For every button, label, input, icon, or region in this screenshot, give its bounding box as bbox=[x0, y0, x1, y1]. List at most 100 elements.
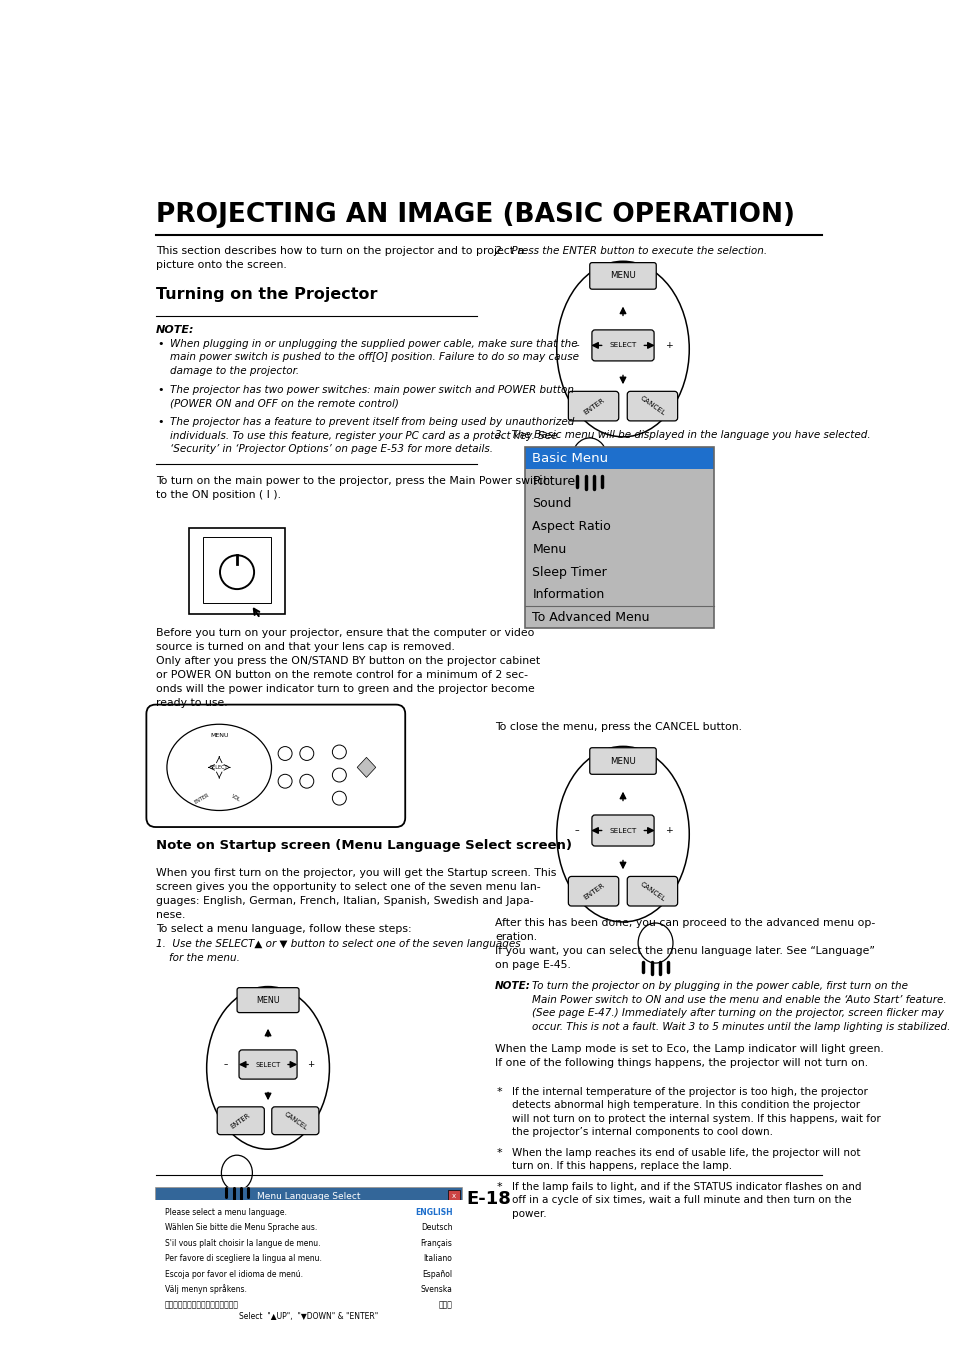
Text: NOTE:: NOTE: bbox=[155, 325, 194, 336]
Text: E-18: E-18 bbox=[466, 1190, 511, 1208]
Text: The projector has two power switches: main power switch and POWER button
(POWER : The projector has two power switches: ma… bbox=[170, 384, 573, 408]
Text: Sound: Sound bbox=[532, 497, 571, 511]
Bar bbox=[155, 1188, 461, 1204]
Text: 2.  Press the ENTER button to execute the selection.: 2. Press the ENTER button to execute the… bbox=[495, 247, 766, 256]
Text: If the internal temperature of the projector is too high, the projector
detects : If the internal temperature of the proje… bbox=[512, 1086, 880, 1138]
FancyBboxPatch shape bbox=[627, 876, 677, 906]
Text: ENTER: ENTER bbox=[581, 882, 604, 900]
Text: *: * bbox=[497, 1182, 502, 1192]
Text: メニュー言語を選択してください。: メニュー言語を選択してください。 bbox=[165, 1301, 238, 1309]
Text: If the lamp fails to light, and if the STATUS indicator flashes on and
off in a : If the lamp fails to light, and if the S… bbox=[512, 1182, 861, 1219]
Text: When the Lamp mode is set to Eco, the Lamp indicator will light green.
If one of: When the Lamp mode is set to Eco, the La… bbox=[495, 1045, 882, 1068]
Text: To Advanced Menu: To Advanced Menu bbox=[532, 611, 649, 624]
Ellipse shape bbox=[572, 438, 606, 479]
Polygon shape bbox=[356, 758, 375, 778]
Text: Per favore di scegliere la lingua al menu.: Per favore di scegliere la lingua al men… bbox=[165, 1254, 321, 1263]
FancyBboxPatch shape bbox=[589, 263, 656, 290]
Bar bbox=[157, 1282, 459, 1297]
FancyBboxPatch shape bbox=[237, 988, 298, 1012]
FancyBboxPatch shape bbox=[189, 527, 285, 613]
Text: •: • bbox=[157, 384, 164, 395]
Bar bbox=[155, 1188, 461, 1339]
Bar bbox=[447, 1190, 459, 1204]
Text: *: * bbox=[497, 1086, 502, 1096]
Text: Svenska: Svenska bbox=[420, 1285, 452, 1294]
Text: Deutsch: Deutsch bbox=[420, 1224, 452, 1232]
Text: •: • bbox=[157, 417, 164, 427]
FancyBboxPatch shape bbox=[217, 1107, 264, 1135]
Bar bbox=[524, 561, 714, 582]
Text: Aspect Ratio: Aspect Ratio bbox=[532, 520, 611, 532]
Text: •: • bbox=[157, 338, 164, 349]
Bar bbox=[524, 492, 714, 515]
Text: –: – bbox=[223, 1060, 228, 1069]
Text: +: + bbox=[306, 1060, 314, 1069]
FancyBboxPatch shape bbox=[591, 330, 654, 361]
Text: VOL: VOL bbox=[231, 794, 241, 803]
FancyBboxPatch shape bbox=[591, 816, 654, 847]
Text: Escoja por favor el idioma de menú.: Escoja por favor el idioma de menú. bbox=[165, 1270, 303, 1278]
Text: Menu Language Select: Menu Language Select bbox=[256, 1192, 360, 1201]
Text: SELECT: SELECT bbox=[255, 1061, 280, 1068]
Bar bbox=[524, 446, 714, 628]
Text: Turning on the Projector: Turning on the Projector bbox=[155, 287, 376, 302]
Text: Select  "▲UP",  "▼DOWN" & "ENTER": Select "▲UP", "▼DOWN" & "ENTER" bbox=[239, 1312, 378, 1321]
FancyBboxPatch shape bbox=[146, 705, 405, 828]
Text: Picture: Picture bbox=[532, 474, 575, 488]
Text: ENTER: ENTER bbox=[193, 791, 211, 805]
Bar bbox=[524, 469, 714, 492]
Text: Français: Français bbox=[420, 1239, 452, 1248]
Text: ENGLISH: ENGLISH bbox=[415, 1208, 452, 1217]
Text: ENTER: ENTER bbox=[230, 1112, 252, 1130]
Bar bbox=[524, 446, 714, 469]
Bar bbox=[524, 515, 714, 538]
Text: Information: Information bbox=[532, 588, 604, 601]
Text: 3.  The Basic menu will be displayed in the language you have selected.: 3. The Basic menu will be displayed in t… bbox=[495, 430, 870, 439]
Text: +: + bbox=[664, 826, 672, 834]
Text: –: – bbox=[575, 826, 579, 834]
FancyBboxPatch shape bbox=[568, 391, 618, 421]
Text: NOTE:: NOTE: bbox=[495, 981, 531, 991]
Text: Menu: Menu bbox=[532, 543, 566, 555]
Text: Español: Español bbox=[422, 1270, 452, 1278]
Text: *: * bbox=[497, 1147, 502, 1158]
FancyBboxPatch shape bbox=[568, 876, 618, 906]
Text: 1.  Use the SELECT▲ or ▼ button to select one of the seven languages
    for the: 1. Use the SELECT▲ or ▼ button to select… bbox=[155, 940, 519, 964]
FancyBboxPatch shape bbox=[239, 1050, 296, 1080]
Text: Note on Startup screen (Menu Language Select screen): Note on Startup screen (Menu Language Se… bbox=[155, 840, 571, 852]
Text: ENTER: ENTER bbox=[581, 396, 604, 415]
Bar bbox=[157, 1204, 459, 1220]
FancyBboxPatch shape bbox=[272, 1107, 318, 1135]
Text: x: x bbox=[452, 1193, 456, 1198]
Text: –: – bbox=[575, 341, 579, 350]
Text: Basic Menu: Basic Menu bbox=[532, 452, 608, 465]
Bar bbox=[524, 538, 714, 561]
Text: Italiano: Italiano bbox=[423, 1254, 452, 1263]
Text: +: + bbox=[664, 341, 672, 350]
Text: The projector has a feature to prevent itself from being used by unauthorized
in: The projector has a feature to prevent i… bbox=[170, 417, 574, 454]
FancyBboxPatch shape bbox=[627, 391, 677, 421]
FancyBboxPatch shape bbox=[589, 748, 656, 774]
Text: SELECT: SELECT bbox=[609, 828, 636, 833]
Bar bbox=[524, 605, 714, 628]
Text: When you first turn on the projector, you will get the Startup screen. This
scre: When you first turn on the projector, yo… bbox=[155, 868, 556, 934]
Text: After this has been done, you can proceed to the advanced menu op-
eration.
If y: After this has been done, you can procee… bbox=[495, 918, 875, 971]
Text: This section describes how to turn on the projector and to project a
picture ont: This section describes how to turn on th… bbox=[155, 247, 523, 271]
Text: Sleep Timer: Sleep Timer bbox=[532, 566, 606, 578]
Bar bbox=[157, 1235, 459, 1251]
Text: When plugging in or unplugging the supplied power cable, make sure that the
main: When plugging in or unplugging the suppl… bbox=[170, 338, 578, 376]
Text: When the lamp reaches its end of usable life, the projector will not
turn on. If: When the lamp reaches its end of usable … bbox=[512, 1147, 860, 1171]
Text: To close the menu, press the CANCEL button.: To close the menu, press the CANCEL butt… bbox=[495, 723, 741, 732]
Bar bbox=[524, 582, 714, 605]
Text: Please select a menu language.: Please select a menu language. bbox=[165, 1208, 287, 1217]
Bar bbox=[157, 1266, 459, 1282]
Text: SELECT: SELECT bbox=[609, 342, 636, 348]
Text: CANCEL: CANCEL bbox=[639, 880, 665, 902]
Text: MENU: MENU bbox=[609, 271, 636, 280]
Text: MENU: MENU bbox=[210, 733, 228, 739]
Bar bbox=[157, 1220, 459, 1235]
Text: S'il vous plaît choisir la langue de menu.: S'il vous plaît choisir la langue de men… bbox=[165, 1239, 320, 1248]
Text: CANCEL: CANCEL bbox=[282, 1111, 308, 1131]
Text: MENU: MENU bbox=[609, 756, 636, 766]
Bar bbox=[157, 1251, 459, 1266]
